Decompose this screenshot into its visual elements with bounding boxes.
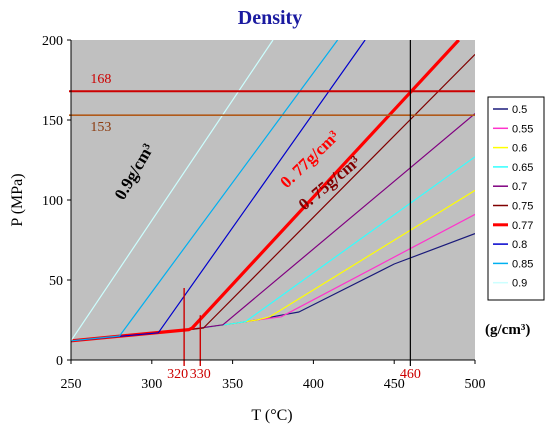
annotation-label: 153 [90, 120, 111, 135]
annotation-label: 168 [90, 72, 111, 87]
legend-box [487, 96, 545, 301]
x-marker-label-320: 320 [167, 367, 188, 382]
x-tick-label: 400 [303, 377, 324, 392]
legend-entry-0.77: 0.77 [512, 220, 533, 232]
legend-entry-0.8: 0.8 [512, 239, 527, 251]
legend-entry-0.85: 0.85 [512, 258, 533, 270]
legend-entry-0.55: 0.55 [512, 123, 533, 135]
legend-entry-0.75: 0.75 [512, 201, 533, 213]
x-tick-label: 350 [222, 377, 243, 392]
y-tick-label: 150 [42, 114, 63, 129]
y-tick-label: 200 [42, 34, 63, 49]
y-tick-label: 100 [42, 194, 63, 209]
series-line-0.9 [71, 40, 274, 342]
legend-entry-0.65: 0.65 [512, 162, 533, 174]
legend-entry-0.9: 0.9 [512, 278, 527, 290]
x-axis-title: T (°C) [251, 407, 292, 424]
y-axis-title: P (MPa) [9, 173, 26, 226]
x-tick-label: 300 [141, 377, 162, 392]
legend-entry-0.5: 0.5 [512, 104, 527, 116]
x-tick-label: 500 [465, 377, 486, 392]
chart-title: Density [238, 7, 302, 29]
series-line-0.85 [71, 40, 339, 342]
x-marker-label-460: 460 [400, 367, 421, 382]
x-tick-label: 250 [61, 377, 82, 392]
legend-entry-0.7: 0.7 [512, 181, 527, 193]
y-tick-label: 0 [56, 354, 63, 369]
x-marker-label-330: 330 [190, 367, 211, 382]
legend-entry-0.6: 0.6 [512, 143, 527, 155]
y-tick-label: 50 [49, 274, 63, 289]
density-unit-label: (g/cm³) [485, 322, 530, 338]
x-tick-label: 450 [384, 377, 405, 392]
